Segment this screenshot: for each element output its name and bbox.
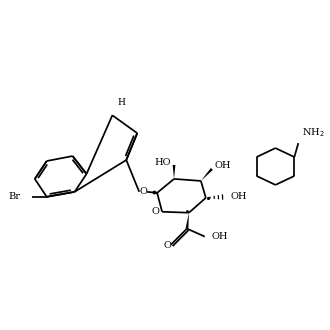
- Text: OH: OH: [212, 232, 228, 241]
- Text: O: O: [163, 241, 171, 250]
- Text: HO: HO: [154, 157, 171, 167]
- Polygon shape: [185, 213, 189, 229]
- Polygon shape: [201, 168, 213, 181]
- Text: OH: OH: [231, 192, 247, 201]
- Text: O: O: [151, 207, 159, 216]
- Text: NH$_2$: NH$_2$: [302, 126, 325, 139]
- Text: O: O: [139, 187, 147, 196]
- Text: OH: OH: [215, 161, 231, 171]
- Text: Br: Br: [9, 192, 21, 201]
- Polygon shape: [173, 165, 176, 179]
- Text: H: H: [117, 98, 125, 107]
